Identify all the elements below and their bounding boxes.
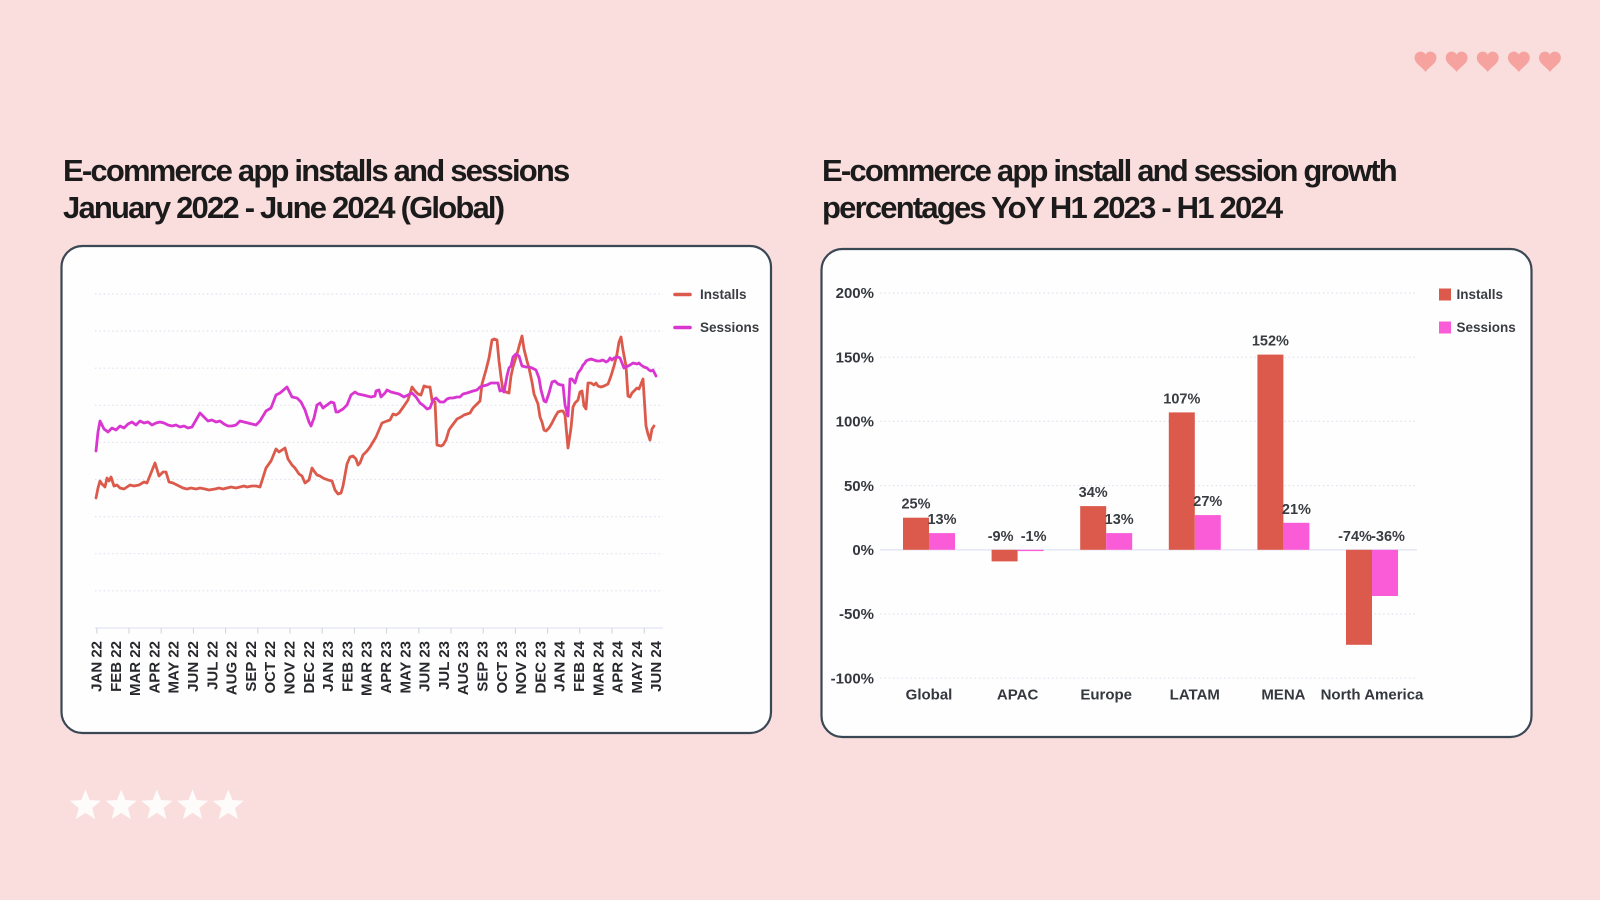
svg-text:50%: 50% (844, 478, 874, 495)
svg-text:107%: 107% (1163, 391, 1200, 407)
svg-text:0%: 0% (852, 542, 874, 559)
svg-text:-9%: -9% (988, 529, 1014, 545)
svg-text:E-commerce app installs and se: E-commerce app installs and sessions (63, 153, 569, 188)
svg-text:MAR 24: MAR 24 (590, 640, 607, 696)
svg-text:-36%: -36% (1371, 529, 1405, 545)
svg-text:FEB 22: FEB 22 (108, 641, 125, 692)
svg-text:MAY 22: MAY 22 (166, 641, 183, 694)
svg-text:JAN 22: JAN 22 (89, 641, 106, 692)
svg-text:January 2022 - June 2024 (Glob: January 2022 - June 2024 (Global) (63, 190, 504, 225)
svg-text:percentages YoY H1 2023 - H1 2: percentages YoY H1 2023 - H1 2024 (822, 190, 1284, 225)
svg-text:JUN 22: JUN 22 (185, 641, 202, 692)
svg-text:MAR 22: MAR 22 (127, 641, 144, 696)
svg-text:JUL 23: JUL 23 (436, 641, 453, 690)
svg-text:MAR 23: MAR 23 (359, 641, 376, 696)
svg-text:NOV 23: NOV 23 (513, 641, 530, 694)
svg-text:JUL 22: JUL 22 (204, 641, 221, 690)
svg-text:150%: 150% (836, 349, 874, 366)
svg-text:SEP 22: SEP 22 (243, 641, 260, 692)
svg-text:13%: 13% (1105, 512, 1134, 528)
svg-text:Sessions: Sessions (1457, 320, 1516, 335)
svg-text:Europe: Europe (1080, 687, 1132, 704)
svg-text:APR 22: APR 22 (146, 641, 163, 694)
svg-text:Installs: Installs (1457, 287, 1504, 302)
svg-text:DEC 22: DEC 22 (301, 641, 318, 694)
svg-text:Global: Global (906, 687, 953, 704)
svg-text:34%: 34% (1079, 485, 1108, 501)
svg-text:-74%: -74% (1338, 529, 1372, 545)
svg-text:-50%: -50% (839, 606, 874, 623)
svg-text:MAY 23: MAY 23 (397, 641, 414, 694)
svg-text:FEB 23: FEB 23 (339, 641, 356, 692)
svg-text:27%: 27% (1193, 494, 1222, 510)
svg-text:OCT 22: OCT 22 (262, 641, 279, 694)
svg-text:OCT 23: OCT 23 (494, 641, 511, 694)
svg-text:North America: North America (1321, 687, 1424, 704)
svg-text:DEC 23: DEC 23 (532, 641, 549, 694)
svg-text:-100%: -100% (831, 670, 874, 687)
svg-text:MAY 24: MAY 24 (629, 640, 646, 693)
svg-text:MENA: MENA (1261, 687, 1305, 704)
svg-text:21%: 21% (1282, 502, 1311, 518)
svg-text:JAN 23: JAN 23 (320, 641, 337, 692)
svg-text:Sessions: Sessions (700, 320, 759, 335)
svg-text:-1%: -1% (1021, 529, 1047, 545)
svg-text:APR 23: APR 23 (378, 641, 395, 694)
svg-text:AUG 23: AUG 23 (455, 641, 472, 695)
svg-text:25%: 25% (901, 497, 930, 513)
svg-text:AUG 22: AUG 22 (224, 641, 241, 695)
svg-text:JUN 23: JUN 23 (417, 641, 434, 692)
svg-text:152%: 152% (1252, 334, 1289, 350)
svg-text:JUN 24: JUN 24 (648, 640, 665, 692)
svg-text:200%: 200% (836, 285, 874, 302)
svg-text:JAN 24: JAN 24 (552, 640, 569, 692)
svg-text:APAC: APAC (997, 687, 1039, 704)
svg-text:APR 24: APR 24 (610, 640, 627, 693)
svg-text:Installs: Installs (700, 287, 747, 302)
svg-text:NOV 22: NOV 22 (282, 641, 299, 694)
svg-text:E-commerce app install and ses: E-commerce app install and session growt… (822, 153, 1397, 188)
svg-text:13%: 13% (927, 512, 956, 528)
svg-text:FEB 24: FEB 24 (571, 640, 588, 692)
svg-text:SEP 23: SEP 23 (475, 641, 492, 692)
svg-text:LATAM: LATAM (1170, 687, 1220, 704)
svg-text:100%: 100% (836, 414, 874, 431)
